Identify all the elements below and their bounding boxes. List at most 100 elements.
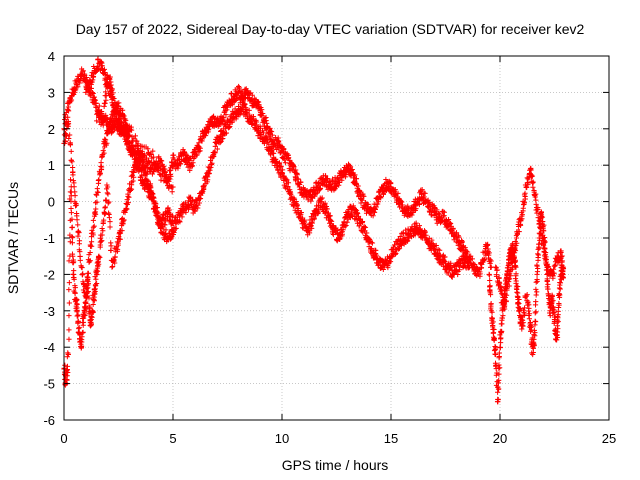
data-point-trace-b: [223, 130, 229, 136]
data-point-trace-a: [72, 89, 78, 95]
data-point-trace-b: [430, 241, 436, 247]
data-point-trace-b: [398, 242, 404, 248]
data-point-trace-a: [269, 132, 275, 138]
data-point-trace-e: [557, 286, 563, 292]
data-point-trace-c: [166, 207, 172, 213]
data-point-trace-b: [182, 200, 188, 206]
data-point-trace-b: [285, 180, 292, 186]
data-point-trace-d: [70, 172, 76, 178]
data-point-trace-a: [399, 199, 405, 205]
data-point-trace-c: [151, 195, 157, 201]
data-point-trace-a: [281, 154, 287, 160]
data-point-trace-e: [493, 351, 499, 358]
data-point-trace-b: [279, 170, 286, 177]
data-point-trace-b: [343, 222, 349, 229]
data-point-trace-a: [358, 196, 364, 203]
data-point-trace-b: [278, 164, 284, 170]
data-point-trace-e: [487, 291, 494, 298]
data-point-trace-a: [380, 191, 387, 198]
data-point-trace-f: [552, 263, 558, 269]
data-point-trace-g: [139, 148, 145, 155]
y-tick-label: -2: [43, 267, 55, 282]
data-point-trace-e: [554, 337, 560, 343]
data-point-trace-c: [144, 179, 150, 185]
data-point-trace-b: [369, 240, 376, 246]
data-point-trace-e: [522, 311, 528, 317]
x-tick-label: 10: [275, 431, 289, 446]
data-point-trace-f: [535, 215, 541, 221]
data-point-trace-b: [328, 218, 335, 224]
data-point-trace-c: [154, 213, 160, 219]
data-point-trace-b: [466, 260, 472, 266]
data-point-trace-f: [512, 247, 519, 254]
data-point-trace-b: [319, 195, 325, 201]
x-tick-label: 0: [60, 431, 67, 446]
data-point-trace-e: [535, 265, 541, 272]
data-point-trace-f: [514, 240, 520, 246]
data-point-trace-b: [342, 223, 348, 229]
data-point-trace-d: [62, 138, 68, 144]
data-point-trace-e: [489, 309, 495, 315]
data-point-trace-e: [496, 362, 502, 368]
data-point-trace-a: [353, 176, 360, 182]
data-point-trace-b: [257, 125, 264, 131]
data-point-trace-c: [74, 305, 80, 311]
data-point-trace-d: [81, 290, 88, 296]
data-point-trace-b: [212, 150, 218, 156]
data-point-trace-f: [507, 276, 513, 282]
data-point-trace-a: [372, 206, 378, 213]
data-point-trace-c: [100, 228, 106, 234]
data-point-trace-b: [139, 172, 145, 178]
data-point-trace-g: [129, 127, 135, 133]
data-point-trace-b: [250, 114, 257, 120]
data-point-trace-d: [102, 136, 108, 142]
data-point-trace-a: [89, 90, 96, 96]
data-point-trace-b: [344, 219, 350, 225]
data-point-trace-e: [520, 320, 526, 326]
data-point-trace-a: [156, 154, 162, 160]
data-point-trace-b: [448, 265, 454, 271]
data-point-trace-a: [447, 220, 453, 226]
data-point-trace-d: [80, 279, 86, 285]
data-point-trace-a: [352, 172, 358, 178]
data-point-trace-c: [108, 247, 114, 254]
data-point-trace-b: [243, 106, 249, 112]
data-point-trace-g: [135, 141, 141, 147]
data-point-trace-e: [499, 317, 505, 323]
data-point-trace-b: [422, 229, 428, 236]
data-point-trace-b: [130, 146, 136, 153]
data-point-trace-e: [487, 277, 493, 284]
data-point-trace-c: [72, 290, 78, 296]
data-point-trace-g: [150, 148, 156, 154]
data-point-trace-a: [162, 168, 168, 174]
data-point-trace-c: [80, 319, 86, 326]
data-point-trace-a: [96, 103, 102, 109]
data-point-trace-a: [305, 197, 311, 203]
data-point-trace-f: [559, 258, 565, 264]
data-point-trace-d: [100, 148, 106, 154]
data-point-trace-b: [460, 263, 467, 269]
data-point-trace-a: [373, 204, 379, 210]
data-point-trace-a: [481, 257, 488, 263]
data-point-trace-e: [524, 291, 530, 298]
data-point-trace-f: [538, 225, 544, 232]
data-point-trace-a: [80, 68, 86, 74]
data-point-trace-c: [109, 264, 115, 270]
data-point-trace-d: [90, 232, 96, 238]
data-point-trace-d: [121, 113, 127, 119]
data-point-trace-a: [453, 230, 460, 236]
data-point-trace-e: [517, 305, 523, 312]
data-point-trace-e: [514, 289, 520, 295]
data-point-trace-b: [437, 247, 443, 253]
data-point-trace-b: [356, 223, 362, 229]
data-point-trace-a: [256, 99, 262, 105]
data-point-trace-f: [550, 273, 556, 279]
data-point-trace-c: [98, 238, 104, 244]
data-point-trace-d: [72, 193, 78, 199]
data-point-trace-d: [87, 249, 93, 256]
data-point-trace-b: [324, 206, 330, 212]
data-point-trace-b: [287, 190, 294, 196]
data-point-trace-e: [550, 304, 557, 310]
data-point-trace-a: [345, 165, 351, 171]
data-point-trace-d: [63, 133, 69, 139]
